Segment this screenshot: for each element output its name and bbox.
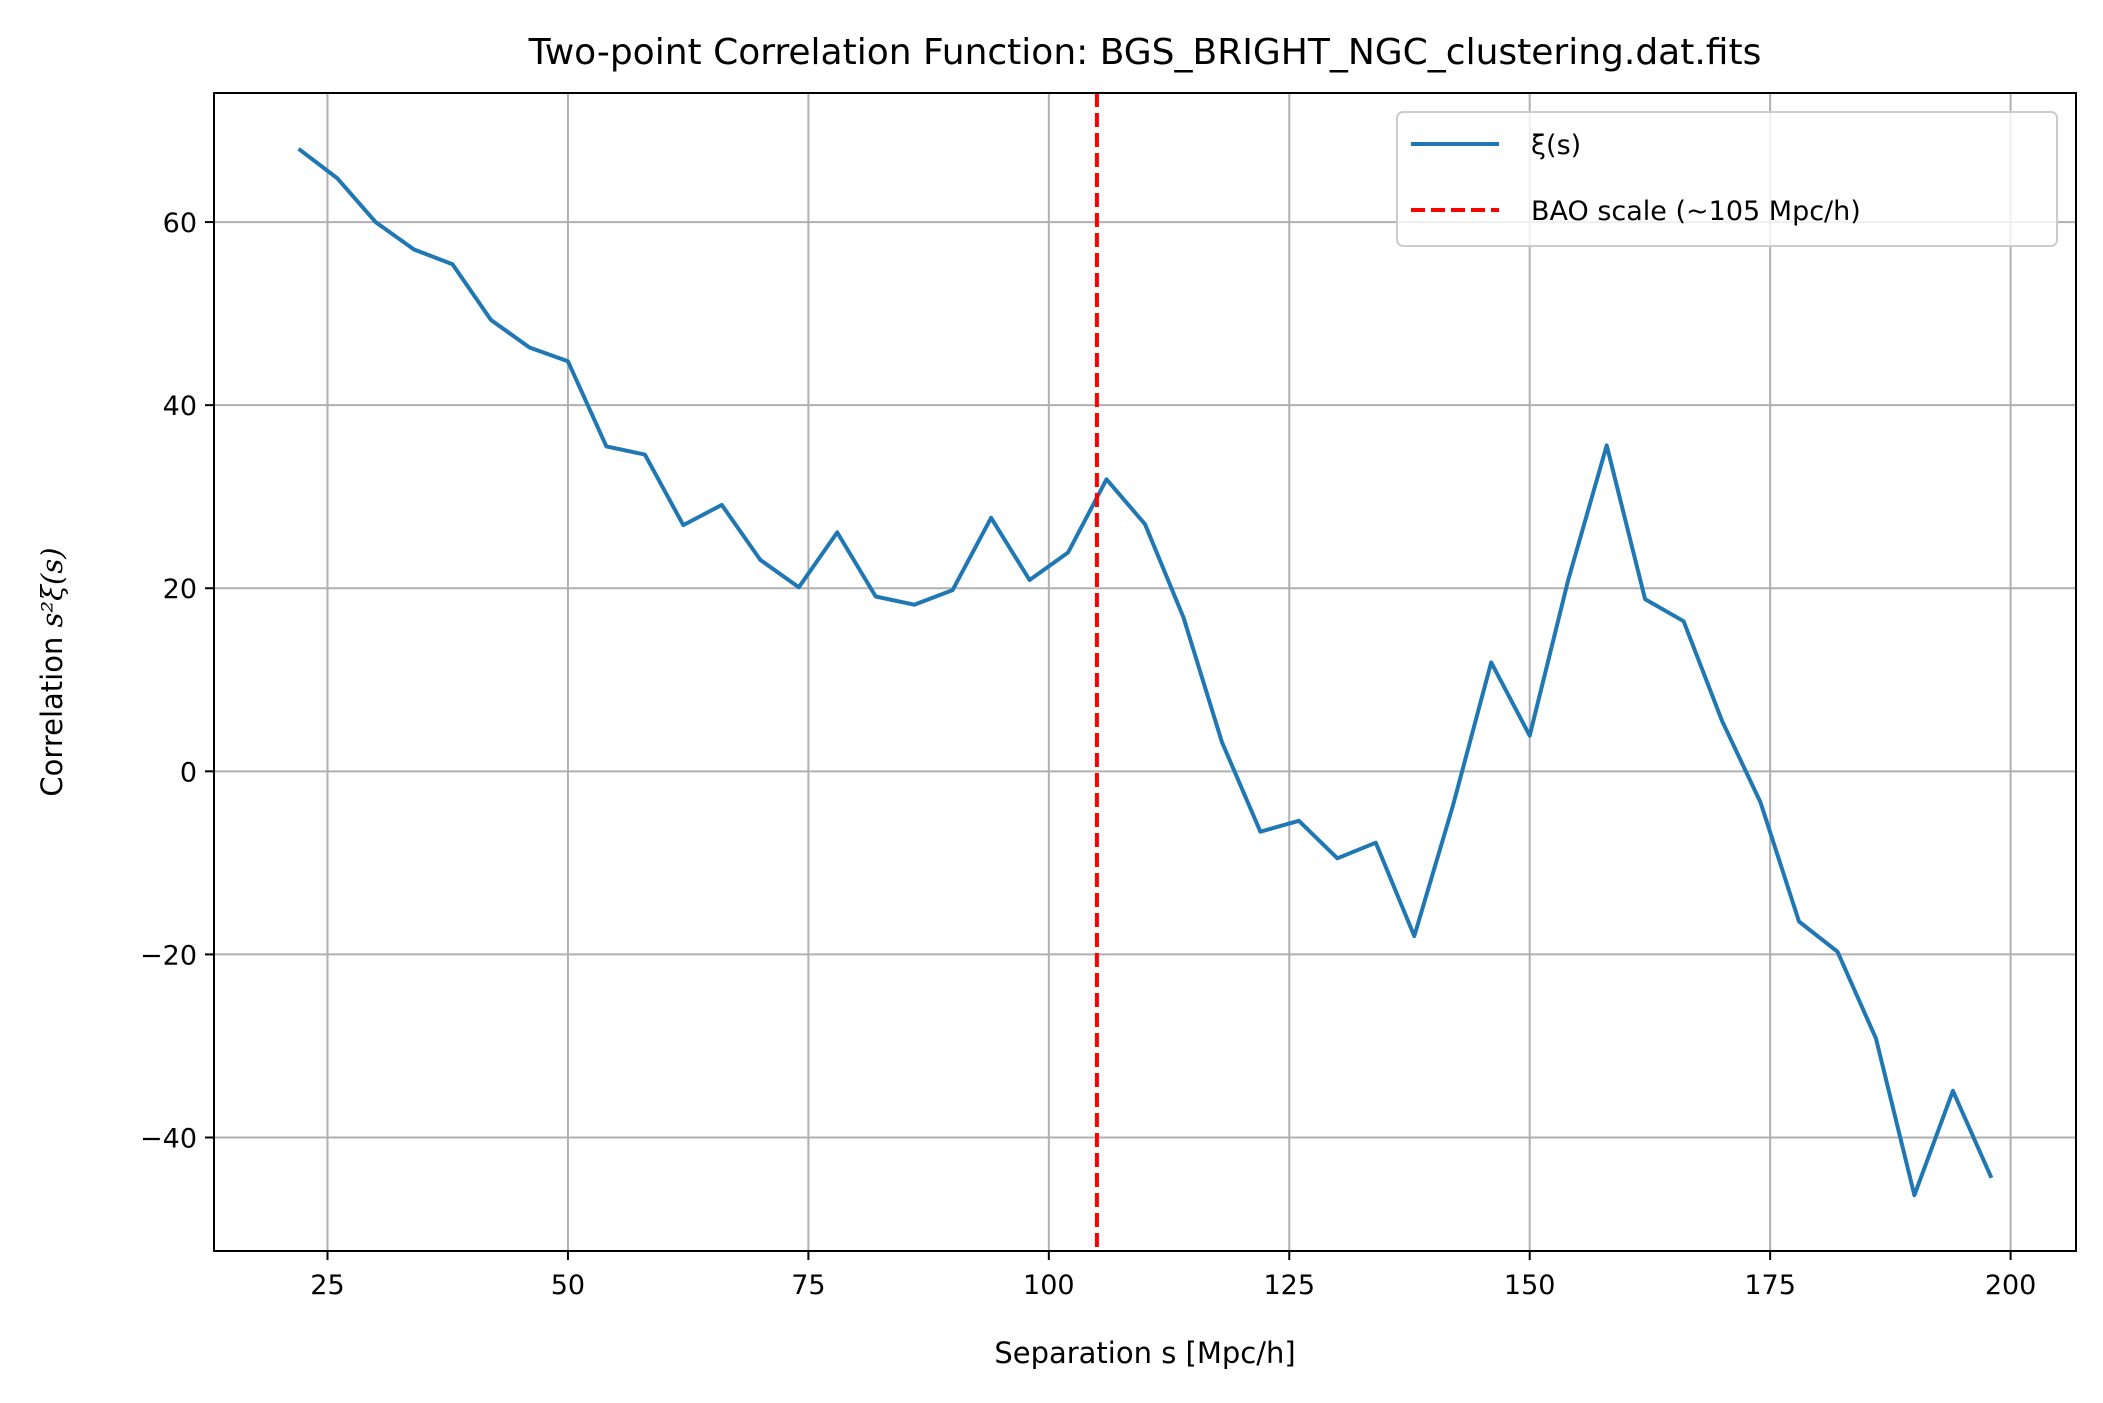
y-axis-label-math: s²ξ(s) [35, 547, 69, 627]
x-tick-label: 50 [551, 1270, 585, 1301]
y-tick-label: 0 [180, 757, 197, 788]
x-tick-label: 200 [1985, 1270, 2037, 1301]
legend-box [1396, 111, 2058, 247]
y-tick-label: 40 [163, 391, 197, 422]
x-tick-label: 100 [1023, 1270, 1075, 1301]
y-tick-label: 20 [163, 574, 197, 605]
y-tick-label: 60 [163, 208, 197, 239]
x-tick-label: 175 [1744, 1270, 1796, 1301]
y-axis-ticks: −40 −20 0 20 40 60 [140, 208, 214, 1154]
y-tick-label: −40 [140, 1123, 197, 1154]
x-tick-label: 150 [1504, 1270, 1556, 1301]
x-tick-label: 125 [1263, 1270, 1315, 1301]
legend-label-xi: ξ(s) [1531, 130, 1581, 161]
legend-label-bao: BAO scale (~105 Mpc/h) [1531, 196, 1861, 227]
legend: ξ(s) BAO scale (~105 Mpc/h) [1396, 111, 2058, 247]
y-axis-label-prefix: Correlation [35, 627, 69, 796]
y-axis-label: Correlation s²ξ(s) [35, 547, 69, 796]
grid [214, 93, 2076, 1251]
plot-frame [213, 92, 2077, 1252]
x-axis-label: Separation s [Mpc/h] [994, 1336, 1295, 1370]
x-tick-label: 25 [310, 1270, 344, 1301]
x-axis-ticks: 25 50 75 100 125 150 175 200 [310, 1251, 2036, 1301]
chart-title: Two-point Correlation Function: BGS_BRIG… [528, 32, 1762, 73]
plot-series [297, 93, 1994, 1251]
x-tick-label: 75 [791, 1270, 825, 1301]
y-tick-label: −20 [140, 940, 197, 971]
